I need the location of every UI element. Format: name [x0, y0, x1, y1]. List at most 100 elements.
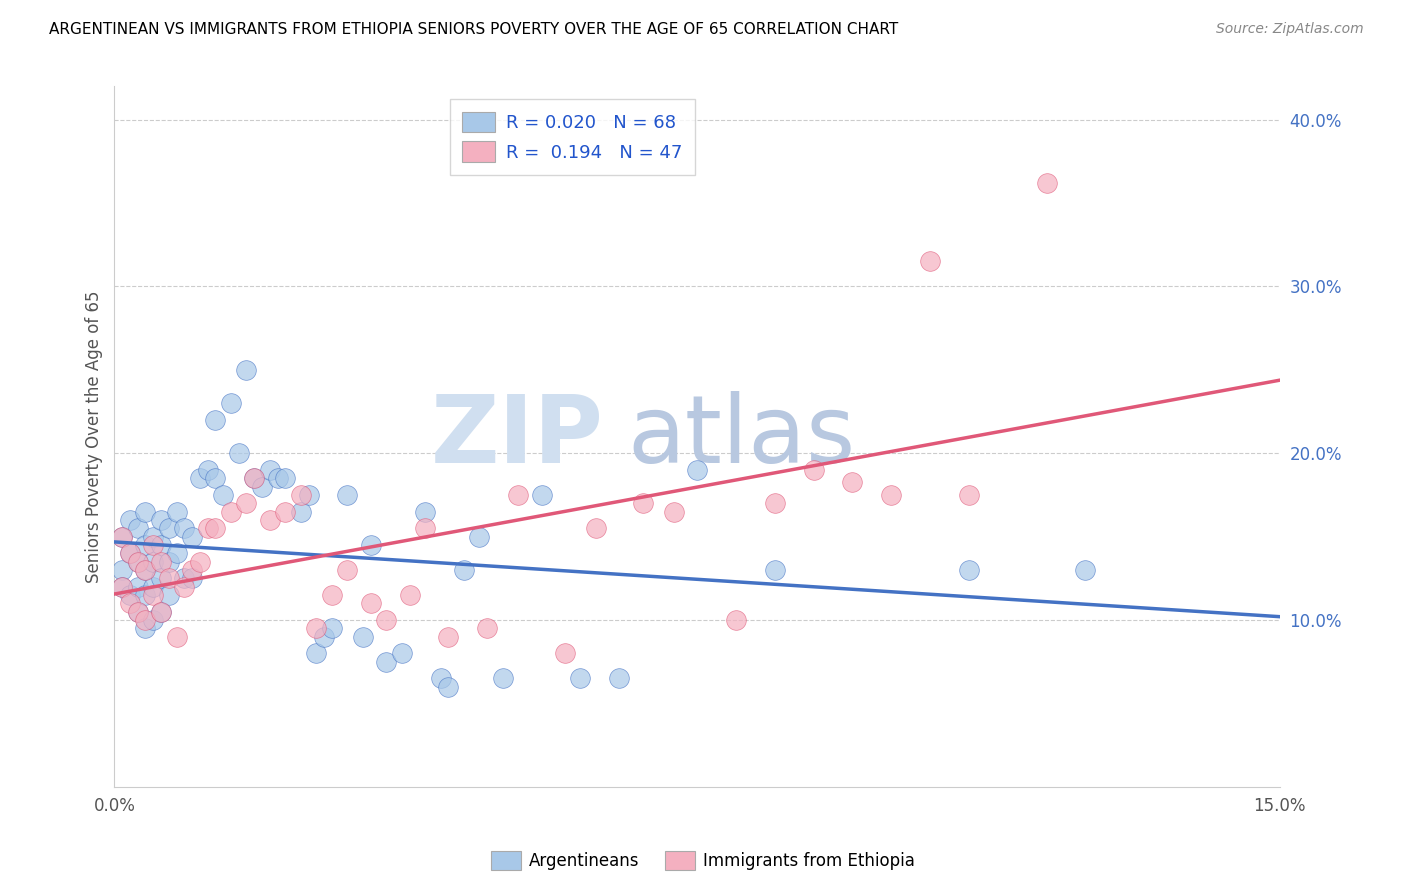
Point [437, 680, 460, 694]
Y-axis label: Seniors Poverty Over the Age of 65: Seniors Poverty Over the Age of 65 [86, 291, 103, 582]
Point [134, 563, 156, 577]
Point [290, 505, 312, 519]
Point [662, 505, 685, 519]
Point [352, 630, 374, 644]
Point [111, 580, 134, 594]
Point [375, 655, 398, 669]
Point [290, 488, 312, 502]
Point [142, 613, 165, 627]
Point [204, 413, 226, 427]
Point [305, 621, 328, 635]
Point [957, 488, 980, 502]
Point [142, 555, 165, 569]
Point [250, 480, 273, 494]
Point [492, 672, 515, 686]
Text: Source: ZipAtlas.com: Source: ZipAtlas.com [1216, 22, 1364, 37]
Point [321, 621, 343, 635]
Point [150, 513, 173, 527]
Point [336, 488, 359, 502]
Point [336, 563, 359, 577]
Point [118, 546, 141, 560]
Point [841, 475, 863, 489]
Point [453, 563, 475, 577]
Point [173, 521, 195, 535]
Point [166, 546, 188, 560]
Point [763, 563, 786, 577]
Point [181, 571, 204, 585]
Point [297, 488, 319, 502]
Point [360, 596, 382, 610]
Point [181, 563, 204, 577]
Point [134, 538, 156, 552]
Point [173, 580, 195, 594]
Point [437, 630, 460, 644]
Point [569, 672, 592, 686]
Point [127, 555, 149, 569]
Point [266, 471, 288, 485]
Point [274, 471, 297, 485]
Point [150, 571, 173, 585]
Point [111, 563, 134, 577]
Point [918, 254, 941, 268]
Point [134, 563, 156, 577]
Point [413, 505, 436, 519]
Point [477, 621, 499, 635]
Point [150, 538, 173, 552]
Point [173, 571, 195, 585]
Point [243, 471, 266, 485]
Point [321, 588, 343, 602]
Point [127, 605, 149, 619]
Point [150, 605, 173, 619]
Point [957, 563, 980, 577]
Point [197, 521, 219, 535]
Point [142, 588, 165, 602]
Point [134, 505, 156, 519]
Point [375, 613, 398, 627]
Point [314, 630, 336, 644]
Point [181, 530, 204, 544]
Point [724, 613, 747, 627]
Point [391, 647, 413, 661]
Text: ARGENTINEAN VS IMMIGRANTS FROM ETHIOPIA SENIORS POVERTY OVER THE AGE OF 65 CORRE: ARGENTINEAN VS IMMIGRANTS FROM ETHIOPIA … [49, 22, 898, 37]
Point [118, 596, 141, 610]
Point [157, 521, 180, 535]
Point [607, 672, 630, 686]
Point [142, 530, 165, 544]
Point [508, 488, 530, 502]
Point [134, 588, 156, 602]
Point [118, 513, 141, 527]
Legend: R = 0.020   N = 68, R =  0.194   N = 47: R = 0.020 N = 68, R = 0.194 N = 47 [450, 99, 695, 175]
Point [127, 555, 149, 569]
Point [243, 471, 266, 485]
Point [398, 588, 420, 602]
Point [142, 538, 165, 552]
Point [305, 647, 328, 661]
Point [803, 463, 825, 477]
Point [127, 605, 149, 619]
Point [686, 463, 709, 477]
Point [1074, 563, 1097, 577]
Point [166, 630, 188, 644]
Point [429, 672, 451, 686]
Point [157, 588, 180, 602]
Point [631, 496, 654, 510]
Point [134, 613, 156, 627]
Point [235, 363, 257, 377]
Point [111, 580, 134, 594]
Point [360, 538, 382, 552]
Point [204, 521, 226, 535]
Point [134, 621, 156, 635]
Point [188, 471, 211, 485]
Point [468, 530, 491, 544]
Point [530, 488, 553, 502]
Point [166, 505, 188, 519]
Point [197, 463, 219, 477]
Point [413, 521, 436, 535]
Point [259, 513, 281, 527]
Point [157, 555, 180, 569]
Point [118, 546, 141, 560]
Text: atlas: atlas [627, 391, 855, 483]
Point [259, 463, 281, 477]
Point [880, 488, 903, 502]
Point [188, 555, 211, 569]
